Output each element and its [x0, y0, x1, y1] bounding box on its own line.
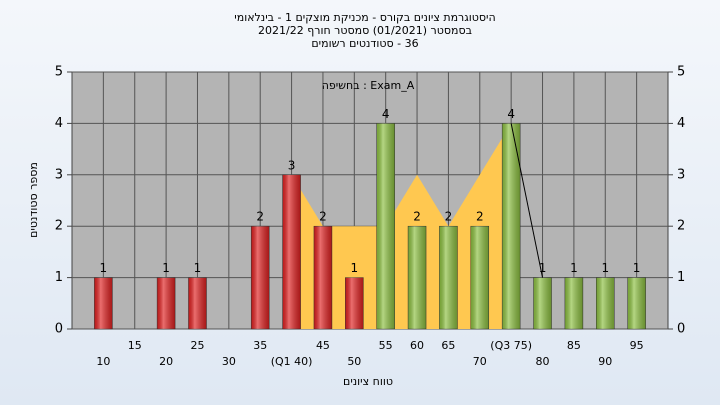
bar-shade: [502, 123, 521, 330]
x-axis-label: טווח ציונים: [343, 375, 393, 388]
bar-shade: [596, 277, 615, 329]
data-label: 2: [319, 210, 327, 224]
x-tick-label: 85: [567, 339, 581, 352]
annotation: Exam_A : בחשיפה: [322, 79, 415, 92]
data-label: 1: [100, 261, 108, 275]
y2-tick-label: 1: [677, 270, 685, 285]
bar-shade: [408, 226, 427, 329]
y-tick-label: 3: [55, 167, 63, 182]
bar-shade: [564, 277, 583, 329]
y2-tick-label: 4: [677, 116, 685, 131]
bar-shade: [282, 174, 301, 329]
y-tick-label: 5: [55, 65, 63, 80]
x-tick-label: 70: [473, 355, 487, 368]
data-label: 1: [633, 261, 641, 275]
bar-shade: [470, 226, 489, 329]
y2-tick-label: 5: [677, 65, 685, 80]
bar-shade: [376, 123, 395, 330]
data-label: 1: [350, 261, 358, 275]
chart-subtitle: 36 - סטודנטים רשומים: [311, 37, 418, 50]
y2-tick-label: 3: [677, 167, 685, 182]
bar-shade: [627, 277, 646, 329]
bar-shade: [188, 277, 207, 329]
x-tick-label: 90: [598, 355, 612, 368]
x-tick-label: 60: [410, 339, 424, 352]
y2-tick-label: 0: [677, 322, 685, 337]
x-tick-label: 20: [159, 355, 173, 368]
x-tick-label: 95: [630, 339, 644, 352]
x-tick-label: 50: [347, 355, 361, 368]
bar-shade: [94, 277, 113, 329]
data-label: 1: [570, 261, 578, 275]
data-label: 4: [382, 107, 390, 121]
x-tick-label: 15: [128, 339, 142, 352]
bar-shade: [313, 226, 332, 329]
x-tick-label: 45: [316, 339, 330, 352]
x-tick-label: 80: [536, 355, 550, 368]
x-tick-label: (Q1 40): [271, 355, 313, 368]
y-tick-label: 1: [55, 270, 63, 285]
y-tick-label: 4: [55, 116, 63, 131]
bar-shade: [251, 226, 270, 329]
data-label: 2: [476, 210, 484, 224]
x-tick-label: (Q3 75): [490, 339, 532, 352]
x-tick-label: 55: [379, 339, 393, 352]
chart-title: היסטוגרמת ציונים בקורס - מכניקת מוצקים 1…: [234, 11, 495, 24]
x-tick-label: 25: [190, 339, 204, 352]
bar-shade: [157, 277, 176, 329]
data-label: 1: [162, 261, 170, 275]
data-label: 1: [539, 261, 547, 275]
bar-shade: [533, 277, 552, 329]
data-label: 2: [256, 210, 264, 224]
x-tick-label: 10: [96, 355, 110, 368]
data-label: 1: [194, 261, 202, 275]
chart-subtitle: בסמסטר (01/2021) סמסטר חורף 2021/22: [258, 24, 472, 37]
data-label: 2: [413, 210, 421, 224]
data-label: 2: [445, 210, 453, 224]
y-axis-label: מספר סטודנטים: [27, 162, 40, 238]
x-tick-label: 35: [253, 339, 267, 352]
y-tick-label: 0: [55, 322, 63, 337]
data-label: 1: [601, 261, 609, 275]
data-label: 3: [288, 158, 296, 172]
y2-tick-label: 2: [677, 219, 685, 234]
bar-shade: [345, 277, 364, 329]
line: [510, 123, 544, 278]
bar-shade: [439, 226, 458, 329]
y-tick-label: 2: [55, 219, 63, 234]
x-tick-label: 65: [441, 339, 455, 352]
data-label: 4: [507, 107, 515, 121]
x-tick-label: 30: [222, 355, 236, 368]
